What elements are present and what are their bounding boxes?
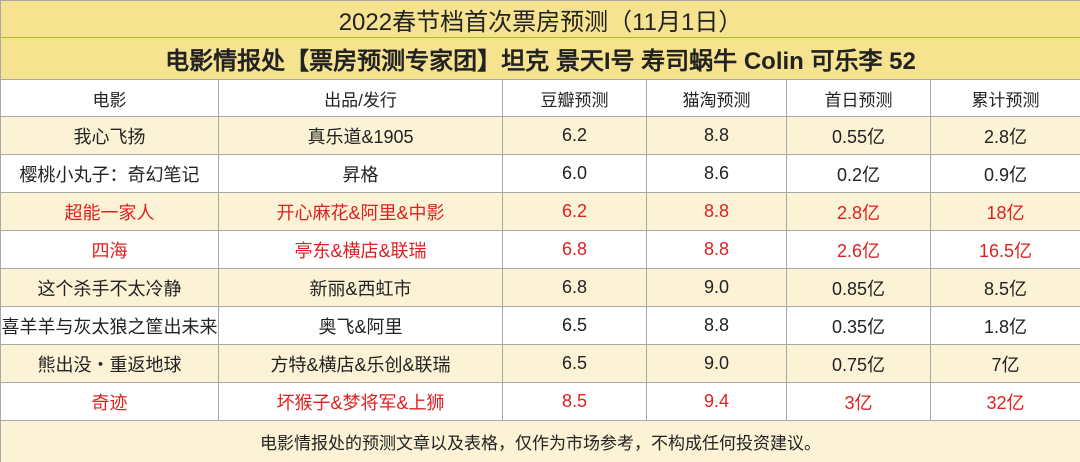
table-cell: 这个杀手不太冷静 (0, 268, 219, 307)
table-cell: 8.5 (502, 382, 647, 421)
table-cell: 2.8亿 (786, 192, 931, 231)
table-row: 喜羊羊与灰太狼之筐出未来 奥飞&阿里 6.5 8.8 0.35亿 1.8亿 (0, 306, 1080, 345)
table-cell: 6.8 (502, 230, 647, 269)
table-cell: 6.8 (502, 268, 647, 307)
table-cell: 6.0 (502, 154, 647, 193)
table-cell: 我心飞扬 (0, 116, 219, 155)
table-cell: 2.6亿 (786, 230, 931, 269)
column-header: 出品/发行 (218, 79, 503, 117)
table-cell: 奇迹 (0, 382, 219, 421)
table-cell: 方特&横店&乐创&联瑞 (218, 344, 503, 383)
table-cell: 0.2亿 (786, 154, 931, 193)
table-row: 奇迹 坏猴子&梦将军&上狮 8.5 9.4 3亿 32亿 (0, 382, 1080, 421)
column-header: 豆瓣预测 (502, 79, 647, 117)
table-cell: 6.5 (502, 306, 647, 345)
table-cell: 6.2 (502, 116, 647, 155)
table-cell: 8.8 (646, 306, 787, 345)
table-cell: 喜羊羊与灰太狼之筐出未来 (0, 306, 219, 345)
table-cell: 樱桃小丸子：奇幻笔记 (0, 154, 219, 193)
subtitle-row: 电影情报处【票房预测专家团】坦克 景天I号 寿司蜗牛 Colin 可乐李 52 (0, 37, 1080, 80)
table-cell: 6.5 (502, 344, 647, 383)
column-header: 猫淘预测 (646, 79, 787, 117)
table-cell: 0.35亿 (786, 306, 931, 345)
table-row: 超能一家人 开心麻花&阿里&中影 6.2 8.8 2.8亿 18亿 (0, 192, 1080, 231)
table-cell: 0.55亿 (786, 116, 931, 155)
table-cell: 0.75亿 (786, 344, 931, 383)
footer: 电影情报处的预测文章以及表格，仅作为市场参考，不构成任何投资建议。 (0, 420, 1080, 462)
table-cell: 新丽&西虹市 (218, 268, 503, 307)
table-cell: 奥飞&阿里 (218, 306, 503, 345)
table-cell: 9.0 (646, 344, 787, 383)
table-cell: 2.8亿 (929, 116, 1080, 155)
table-cell: 0.85亿 (786, 268, 931, 307)
table-cell: 坏猴子&梦将军&上狮 (218, 382, 503, 421)
table-cell: 7亿 (929, 344, 1080, 383)
column-header: 累计预测 (929, 79, 1080, 117)
table-cell: 8.8 (646, 192, 787, 231)
table-cell: 真乐道&1905 (218, 116, 503, 155)
table-row: 熊出没・重返地球 方特&横店&乐创&联瑞 6.5 9.0 0.75亿 7亿 (0, 344, 1080, 383)
header-row: 电影 出品/发行 豆瓣预测 猫淘预测 首日预测 累计预测 (0, 79, 1080, 117)
table-cell: 3亿 (786, 382, 931, 421)
table-row: 我心飞扬 真乐道&1905 6.2 8.8 0.55亿 2.8亿 (0, 116, 1080, 155)
table-body: 我心飞扬 真乐道&1905 6.2 8.8 0.55亿 2.8亿 樱桃小丸子：奇幻笔记 昇格 6… (0, 116, 1080, 421)
table-cell: 8.5亿 (929, 268, 1080, 307)
column-header: 电影 (0, 79, 219, 117)
table-cell: 0.9亿 (929, 154, 1080, 193)
table-cell: 16.5亿 (929, 230, 1080, 269)
table-cell: 32亿 (929, 382, 1080, 421)
table-cell: 亭东&横店&联瑞 (218, 230, 503, 269)
title: 2022春节档首次票房预测（11月1日） (0, 0, 1080, 38)
table-cell: 8.6 (646, 154, 787, 193)
title-row: 2022春节档首次票房预测（11月1日） (0, 0, 1080, 38)
table-cell: 四海 (0, 230, 219, 269)
table-row: 樱桃小丸子：奇幻笔记 昇格 6.0 8.6 0.2亿 0.9亿 (0, 154, 1080, 193)
footer-row: 电影情报处的预测文章以及表格，仅作为市场参考，不构成任何投资建议。 (0, 420, 1080, 462)
table-cell: 昇格 (218, 154, 503, 193)
table-cell: 18亿 (929, 192, 1080, 231)
table-cell: 9.4 (646, 382, 787, 421)
table-row: 这个杀手不太冷静 新丽&西虹市 6.8 9.0 0.85亿 8.5亿 (0, 268, 1080, 307)
table-cell: 9.0 (646, 268, 787, 307)
table-cell: 1.8亿 (929, 306, 1080, 345)
subtitle: 电影情报处【票房预测专家团】坦克 景天I号 寿司蜗牛 Colin 可乐李 52 (0, 37, 1080, 80)
table-cell: 8.8 (646, 230, 787, 269)
table-cell: 8.8 (646, 116, 787, 155)
table-cell: 开心麻花&阿里&中影 (218, 192, 503, 231)
table-row: 四海 亭东&横店&联瑞 6.8 8.8 2.6亿 16.5亿 (0, 230, 1080, 269)
column-header: 首日预测 (786, 79, 931, 117)
table-cell: 熊出没・重返地球 (0, 344, 219, 383)
table-cell: 6.2 (502, 192, 647, 231)
table-cell: 超能一家人 (0, 192, 219, 231)
